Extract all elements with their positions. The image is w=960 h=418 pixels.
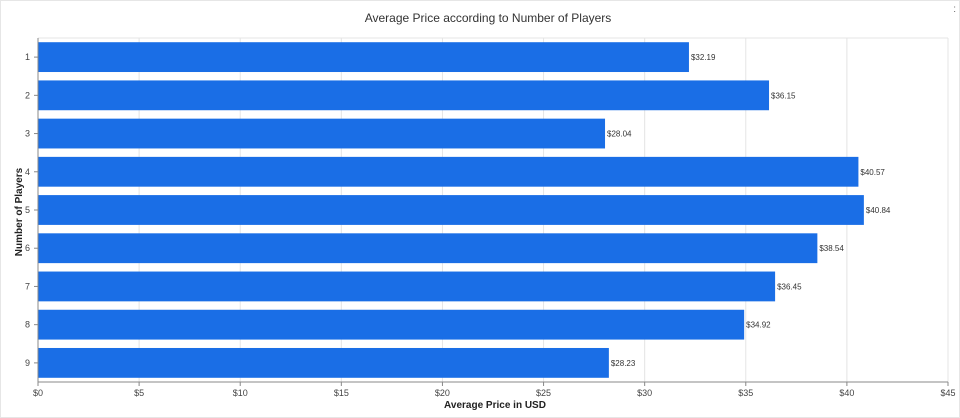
- bar: [38, 347, 609, 378]
- bar-value-label: $38.54: [819, 244, 844, 253]
- y-tick-label: 9: [25, 358, 30, 368]
- y-tick-label: 8: [25, 320, 30, 330]
- y-tick-label: 7: [25, 281, 30, 291]
- bar-value-label: $40.57: [860, 168, 885, 177]
- bar-value-label: $36.15: [771, 91, 796, 100]
- bar-value-label: $34.92: [746, 321, 771, 330]
- axes: $0 $5 $10 $15 $20 $25 $30 $35 $40 $45 1 2 3 4 5 6 7 8 9: [25, 38, 956, 398]
- chart-title: Average Price according to Number of Pla…: [364, 11, 612, 25]
- x-tick-label: $15: [334, 388, 349, 398]
- x-tick-label: $25: [536, 388, 551, 398]
- bar-value-label: $40.84: [866, 206, 891, 215]
- x-axis-title: Average Price in USD: [444, 400, 546, 411]
- bar-value-label: $36.45: [777, 282, 802, 291]
- bar: [38, 233, 818, 264]
- bar-value-label: $28.04: [607, 130, 632, 139]
- x-tick-label: $0: [33, 388, 43, 398]
- bar: [38, 80, 770, 111]
- y-tick-label: 3: [25, 129, 30, 139]
- y-axis-title: Number of Players: [14, 167, 25, 256]
- bar: [38, 195, 864, 225]
- x-tick-label: $35: [738, 388, 753, 398]
- bars: [38, 42, 864, 378]
- bar: [38, 118, 606, 149]
- bar: [38, 271, 776, 302]
- y-tick-label: 4: [25, 167, 30, 177]
- y-tick-label: 6: [25, 243, 30, 253]
- x-tick-label: $45: [940, 388, 955, 398]
- y-tick-label: 1: [25, 52, 30, 62]
- bar: [38, 156, 859, 187]
- corner-mark: :: [953, 4, 956, 15]
- bar-value-label: $32.19: [691, 53, 716, 62]
- y-tick-label: 5: [25, 205, 30, 215]
- x-tick-label: $30: [637, 388, 652, 398]
- y-tick-label: 2: [25, 90, 30, 100]
- x-tick-label: $40: [839, 388, 854, 398]
- x-tick-label: $10: [233, 388, 248, 398]
- bar: [38, 309, 745, 340]
- bar-value-label: $28.23: [611, 359, 636, 368]
- x-tick-label: $20: [435, 388, 450, 398]
- bar: [38, 42, 689, 73]
- data-labels: $32.19 $36.15 $28.04 $40.57 $40.84 $38.54 $36.…: [607, 53, 891, 368]
- x-tick-label: $5: [134, 388, 144, 398]
